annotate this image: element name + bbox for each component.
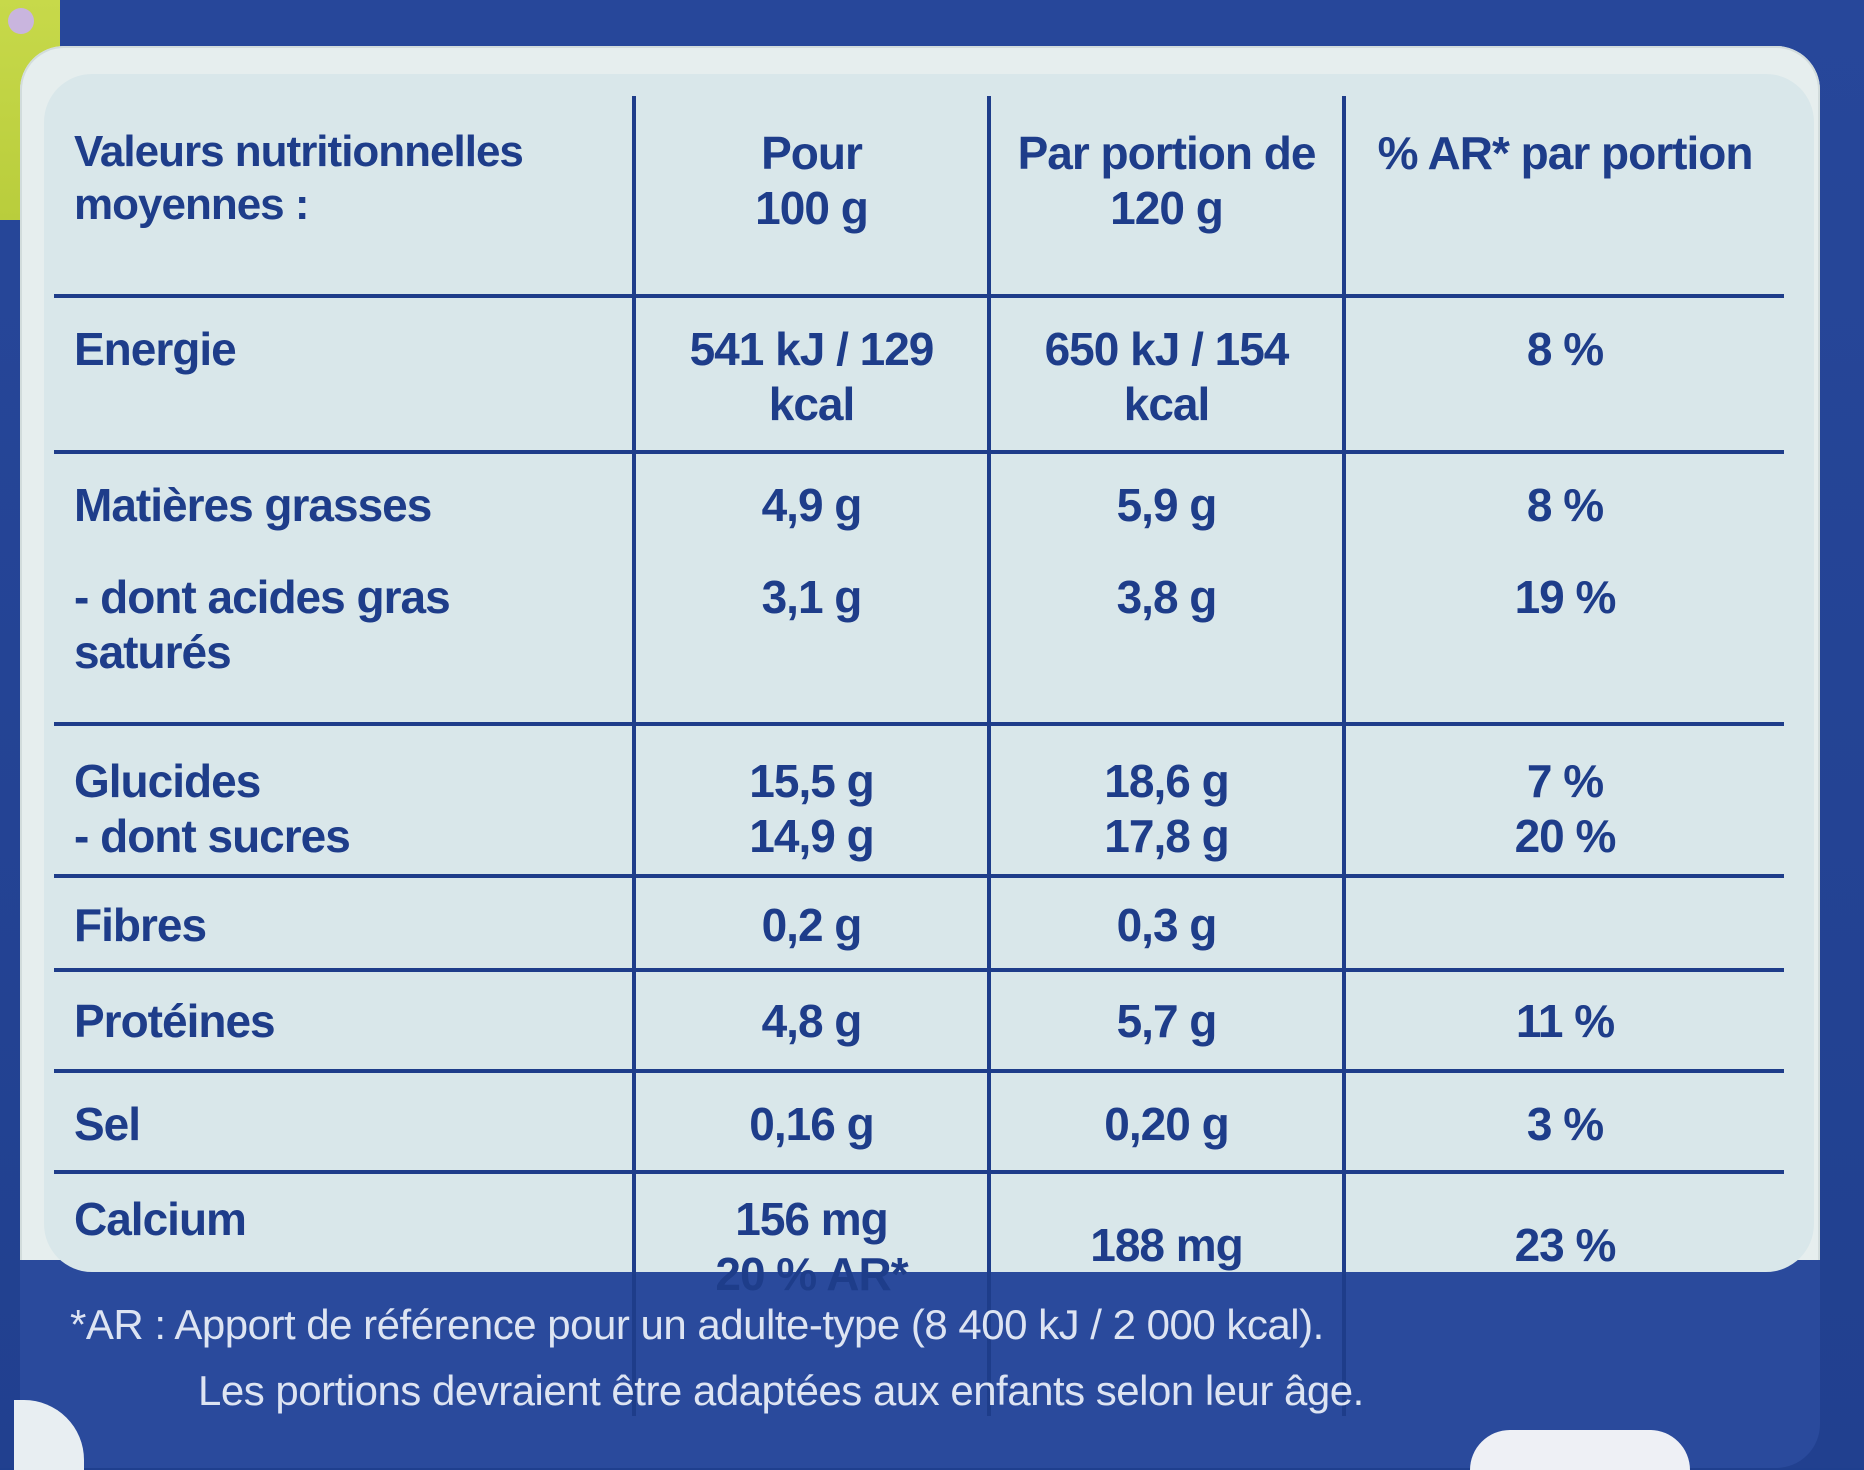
- cell-line: 18,6 g: [1104, 754, 1229, 807]
- cell-ar: 19 %: [1342, 541, 1784, 724]
- header-line: Pour: [761, 127, 863, 179]
- cell-per-portion: 5,9 g: [987, 450, 1344, 542]
- footnote: *AR : Apport de référence pour un adulte…: [70, 1292, 1790, 1424]
- cell-per-portion: 188 mg: [987, 1169, 1344, 1416]
- table-row: Energie 541 kJ / 129 kcal 650 kJ / 154 k…: [54, 293, 1784, 453]
- cell-per-portion: 0,3 g: [987, 874, 1344, 970]
- cell-ar: 23 %: [1342, 1169, 1784, 1416]
- cell-per-100g: 3,1 g: [632, 541, 989, 724]
- cell-line: 17,8 g: [1104, 810, 1229, 863]
- cell-line: 15,5 g: [749, 754, 874, 807]
- header-line: Valeurs nutritionnelles: [74, 127, 524, 176]
- table-row: - dont acides gras saturés 3,1 g 3,8 g 1…: [54, 541, 1784, 724]
- table-row: Sel 0,16 g 0,20 g 3 %: [54, 1068, 1784, 1172]
- table-row: Calcium 156 mg 20 % AR* 188 mg 23 %: [54, 1169, 1784, 1416]
- table-row: Fibres 0,2 g 0,3 g: [54, 874, 1784, 970]
- header-line: Par portion de: [1017, 127, 1317, 179]
- cell-per-100g: 0,2 g: [632, 874, 989, 970]
- header-line: 120 g: [1110, 182, 1224, 235]
- row-label: - dont acides gras saturés: [74, 570, 451, 678]
- row-label-line: - dont sucres: [74, 810, 351, 863]
- cell-ar: 11 %: [1342, 967, 1784, 1071]
- package-edge-right: [1470, 1430, 1690, 1470]
- cell-per-100g: 0,16 g: [632, 1068, 989, 1172]
- cell-per-portion: 18,6 g 17,8 g: [987, 721, 1344, 877]
- table-row: Protéines 4,8 g 5,7 g 11 %: [54, 967, 1784, 1071]
- corner-decoration: [8, 8, 34, 34]
- cell-line: 20 % AR*: [715, 1248, 908, 1301]
- cell-per-100g: 541 kJ / 129 kcal: [632, 293, 989, 453]
- table-row: Glucides - dont sucres 15,5 g 14,9 g 18,…: [54, 721, 1784, 877]
- header-line: moyennes :: [74, 179, 310, 229]
- row-label: Energie: [54, 293, 634, 453]
- nutrition-table: Valeurs nutritionnelles moyennes : Pour …: [54, 96, 1784, 1416]
- row-label: Fibres: [54, 874, 634, 970]
- header-line: 100 g: [755, 182, 869, 235]
- cell-line: 156 mg: [735, 1192, 889, 1245]
- cell-per-100g: 156 mg 20 % AR*: [632, 1169, 989, 1416]
- footnote-line: *AR : Apport de référence pour un adulte…: [70, 1301, 1324, 1348]
- footnote-line: Les portions devraient être adaptées aux…: [198, 1367, 1364, 1414]
- cell-per-100g: 15,5 g 14,9 g: [632, 721, 989, 877]
- row-label: Matières grasses: [54, 450, 634, 542]
- cell-line: 20 %: [1514, 810, 1617, 863]
- cell-ar: 3 %: [1342, 1068, 1784, 1172]
- cell-ar: 7 % 20 %: [1342, 721, 1784, 877]
- header-per-portion: Par portion de 120 g: [987, 96, 1344, 296]
- header-ar-per-portion: % AR* par portion: [1342, 96, 1784, 296]
- table-header-row: Valeurs nutritionnelles moyennes : Pour …: [54, 96, 1784, 296]
- row-label: Protéines: [54, 967, 634, 1071]
- header-per-100g: Pour 100 g: [632, 96, 989, 296]
- cell-per-100g: 4,8 g: [632, 967, 989, 1071]
- cell-per-portion: 5,7 g: [987, 967, 1344, 1071]
- cell-per-portion: 3,8 g: [987, 541, 1344, 724]
- row-label: Calcium: [54, 1169, 634, 1416]
- cell-line: 7 %: [1526, 754, 1604, 807]
- cell-per-portion: 650 kJ / 154 kcal: [987, 293, 1344, 453]
- table-row: Matières grasses 4,9 g 5,9 g 8 %: [54, 450, 1784, 542]
- cell-per-portion: 0,20 g: [987, 1068, 1344, 1172]
- row-label: Sel: [54, 1068, 634, 1172]
- row-label: Glucides - dont sucres: [54, 721, 634, 877]
- cell-ar: 8 %: [1342, 450, 1784, 542]
- row-label-line: Glucides: [74, 754, 261, 807]
- cell-ar: [1342, 874, 1784, 970]
- header-nutritional-values: Valeurs nutritionnelles moyennes :: [54, 96, 634, 296]
- header-line: % AR* par portion: [1377, 127, 1754, 179]
- cell-per-100g: 4,9 g: [632, 450, 989, 542]
- cell-line: 14,9 g: [749, 810, 874, 863]
- cell-ar: 8 %: [1342, 293, 1784, 453]
